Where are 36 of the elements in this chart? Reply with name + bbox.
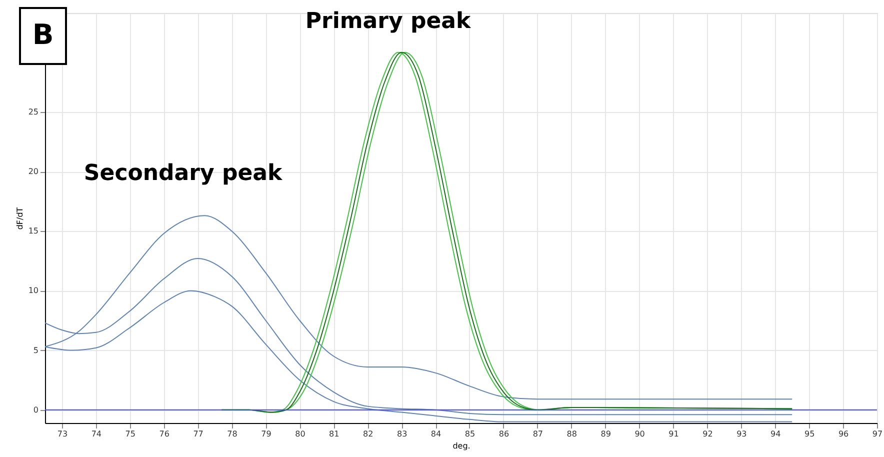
y-tick-label: 0 (33, 405, 38, 414)
x-tick-label: 73 (57, 430, 68, 438)
x-tick-label: 94 (770, 430, 781, 438)
x-tick-label: 76 (159, 430, 170, 438)
y-tick-label: 10 (28, 286, 38, 296)
x-tick-label: 89 (600, 430, 611, 438)
annotation: Primary peak (305, 9, 472, 34)
x-tick-label: 75 (125, 430, 136, 438)
x-tick-label: 86 (498, 430, 510, 438)
x-tick-label: 78 (227, 430, 238, 438)
x-tick-label: 82 (363, 430, 374, 438)
x-tick-label: 93 (736, 430, 747, 438)
x-tick-label: 74 (91, 430, 102, 438)
x-tick-label: 79 (261, 430, 272, 438)
y-tick-label: 5 (33, 346, 38, 355)
y-tick-label: 15 (28, 226, 38, 236)
x-tick-label: 90 (634, 430, 645, 438)
x-tick-label: 88 (566, 430, 577, 438)
x-tick-label: 80 (295, 430, 306, 438)
y-tick-label: 20 (28, 167, 38, 176)
x-tick-label: 81 (329, 430, 340, 438)
x-tick-label: 91 (668, 430, 679, 438)
x-tick-label: 85 (464, 430, 476, 438)
y-tick-label: 25 (28, 107, 38, 116)
x-tick-label: 84 (430, 430, 442, 438)
x-tick-label: 87 (532, 430, 543, 438)
y-axis-title: dF/dT (15, 207, 24, 230)
x-tick-label: 92 (702, 430, 713, 438)
x-tick-label: 96 (838, 430, 849, 438)
annotation: Secondary peak (84, 161, 284, 186)
x-tick-label: 77 (193, 430, 204, 438)
x-tick-label: 97 (872, 430, 883, 438)
x-axis-title: deg. (452, 442, 470, 450)
x-tick-label: 95 (804, 430, 815, 438)
annotation: B (32, 18, 54, 51)
x-tick-label: 83 (396, 430, 408, 438)
